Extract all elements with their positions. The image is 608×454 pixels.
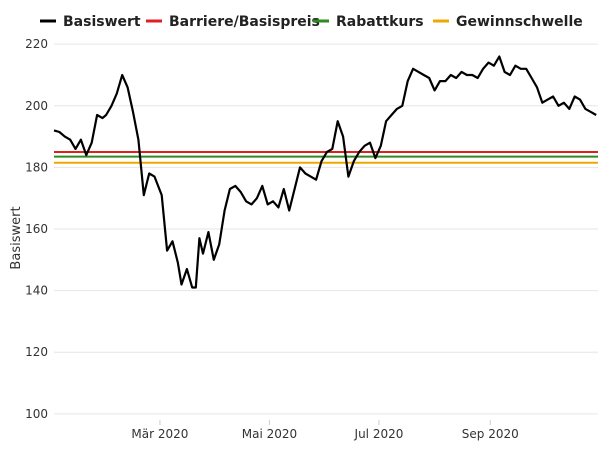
y-tick-label: 120: [25, 345, 48, 359]
y-tick-label: 220: [25, 37, 48, 51]
y-tick-label: 100: [25, 407, 48, 421]
x-tick-label: Mai 2020: [242, 427, 297, 441]
y-axis-ticks: 100 120 140 160 180 200 220: [25, 37, 48, 421]
legend-item[interactable]: Rabattkurs: [313, 14, 424, 30]
x-tick-label: Mär 2020: [131, 427, 188, 441]
legend: Basiswert Barriere/Basispreis Rabattkurs Ge…: [40, 14, 583, 30]
y-tick-label: 160: [25, 222, 48, 236]
legend-item[interactable]: Gewinnschwelle: [433, 14, 583, 30]
series-line-basiswert: [53, 55, 597, 289]
y-axis-label: Basiswert: [9, 206, 24, 269]
legend-item[interactable]: Barriere/Basispreis: [146, 14, 320, 30]
y-tick-label: 140: [25, 284, 48, 298]
gridlines: [54, 43, 598, 415]
y-tick-label: 200: [25, 99, 48, 113]
legend-label: Barriere/Basispreis: [169, 14, 320, 30]
x-tick-label: Sep 2020: [462, 427, 519, 441]
x-axis-ticks: Mär 2020 Mai 2020 Jul 2020 Sep 2020: [131, 420, 519, 441]
y-tick-label: 180: [25, 160, 48, 174]
legend-label: Rabattkurs: [336, 14, 424, 30]
legend-item[interactable]: Basiswert: [40, 14, 141, 30]
x-tick-label: Jul 2020: [354, 427, 404, 441]
legend-label: Gewinnschwelle: [456, 14, 583, 30]
legend-label: Basiswert: [63, 14, 141, 30]
series-group: [53, 55, 598, 289]
